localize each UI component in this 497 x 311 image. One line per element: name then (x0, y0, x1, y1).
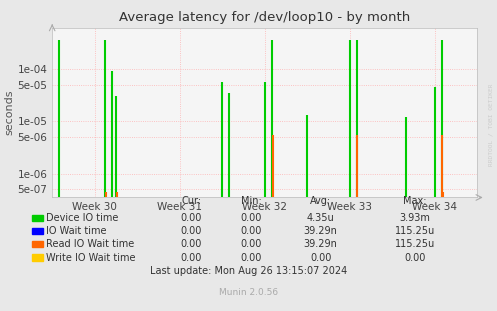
Text: 0.00: 0.00 (240, 253, 262, 262)
Text: 0.00: 0.00 (240, 239, 262, 249)
Text: 4.35u: 4.35u (307, 213, 334, 223)
Text: Write IO Wait time: Write IO Wait time (46, 253, 136, 262)
Text: Avg:: Avg: (310, 196, 331, 206)
Text: Last update: Mon Aug 26 13:15:07 2024: Last update: Mon Aug 26 13:15:07 2024 (150, 266, 347, 276)
Text: 3.93m: 3.93m (400, 213, 430, 223)
Text: Max:: Max: (403, 196, 427, 206)
Text: IO Wait time: IO Wait time (46, 226, 107, 236)
Text: Min:: Min: (241, 196, 261, 206)
Text: Device IO time: Device IO time (46, 213, 119, 223)
Text: 0.00: 0.00 (240, 213, 262, 223)
Title: Average latency for /dev/loop10 - by month: Average latency for /dev/loop10 - by mon… (119, 11, 411, 24)
Text: 39.29n: 39.29n (304, 226, 337, 236)
Text: 115.25u: 115.25u (395, 226, 435, 236)
Text: Read IO Wait time: Read IO Wait time (46, 239, 135, 249)
Text: 39.29n: 39.29n (304, 239, 337, 249)
Text: 115.25u: 115.25u (395, 239, 435, 249)
Text: 0.00: 0.00 (310, 253, 331, 262)
Text: 0.00: 0.00 (180, 213, 202, 223)
Text: 0.00: 0.00 (404, 253, 426, 262)
Text: 0.00: 0.00 (180, 239, 202, 249)
Text: 0.00: 0.00 (180, 226, 202, 236)
Text: RRDTOOL / TOBI OETIKER: RRDTOOL / TOBI OETIKER (488, 83, 493, 166)
Text: 0.00: 0.00 (180, 253, 202, 262)
Text: 0.00: 0.00 (240, 226, 262, 236)
Text: Munin 2.0.56: Munin 2.0.56 (219, 288, 278, 297)
Y-axis label: seconds: seconds (4, 90, 15, 136)
Text: Cur:: Cur: (181, 196, 201, 206)
